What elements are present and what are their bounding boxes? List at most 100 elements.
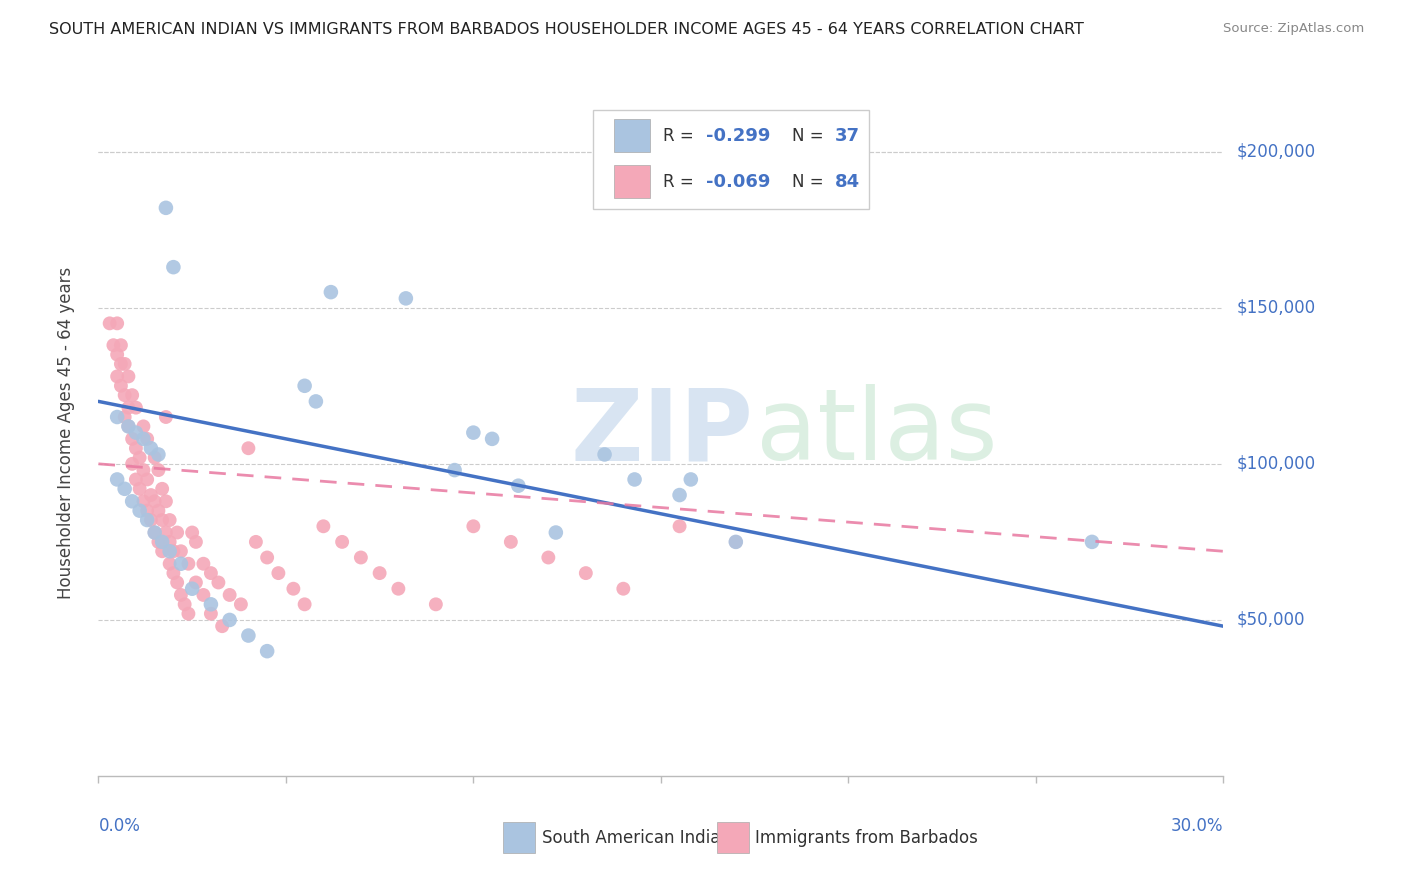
Point <box>159 544 181 558</box>
Point <box>132 432 155 446</box>
Point <box>166 525 188 540</box>
Point <box>121 457 143 471</box>
Point <box>150 513 173 527</box>
Point <box>143 525 166 540</box>
Point <box>114 388 136 402</box>
Point <box>150 544 173 558</box>
Point <box>114 482 136 496</box>
Point <box>148 534 170 549</box>
Point <box>184 575 207 590</box>
Point <box>150 482 173 496</box>
Text: -0.069: -0.069 <box>706 173 770 191</box>
Point <box>139 513 162 527</box>
Point <box>125 425 148 440</box>
Point <box>110 338 132 352</box>
Point <box>114 410 136 425</box>
Point <box>98 316 121 330</box>
Text: $150,000: $150,000 <box>1237 299 1316 317</box>
Point <box>117 419 139 434</box>
Point <box>117 369 139 384</box>
Point <box>143 450 166 465</box>
Point <box>162 260 184 275</box>
Text: SOUTH AMERICAN INDIAN VS IMMIGRANTS FROM BARBADOS HOUSEHOLDER INCOME AGES 45 - 6: SOUTH AMERICAN INDIAN VS IMMIGRANTS FROM… <box>49 22 1084 37</box>
FancyBboxPatch shape <box>593 110 869 210</box>
Point <box>668 488 690 502</box>
Point <box>387 582 409 596</box>
Point <box>125 401 148 415</box>
Point <box>425 598 447 612</box>
Point <box>155 525 177 540</box>
Point <box>368 566 391 581</box>
Point <box>148 503 170 517</box>
Point <box>155 201 177 215</box>
Point <box>330 534 353 549</box>
Point <box>181 582 204 596</box>
Text: N =: N = <box>793 127 830 145</box>
Point <box>305 394 328 409</box>
Point <box>166 575 188 590</box>
Point <box>114 357 136 371</box>
Point <box>173 598 195 612</box>
Text: 30.0%: 30.0% <box>1171 817 1223 835</box>
Point <box>177 557 200 571</box>
Point <box>125 442 148 455</box>
Point <box>136 472 159 486</box>
Point <box>668 519 690 533</box>
Point <box>575 566 598 581</box>
Point <box>593 447 616 462</box>
Point <box>136 503 159 517</box>
Point <box>623 472 645 486</box>
Point <box>724 534 747 549</box>
Point <box>159 513 181 527</box>
Point <box>207 575 229 590</box>
Point <box>121 494 143 508</box>
Point <box>132 494 155 508</box>
Point <box>105 316 128 330</box>
Point <box>463 425 485 440</box>
Point <box>200 607 222 621</box>
Point <box>105 369 128 384</box>
Point <box>612 582 634 596</box>
Point <box>267 566 290 581</box>
Text: R =: R = <box>664 127 699 145</box>
Point <box>177 607 200 621</box>
Text: South American Indians: South American Indians <box>541 829 740 847</box>
Point <box>544 525 567 540</box>
Point <box>155 410 177 425</box>
Point <box>181 525 204 540</box>
Y-axis label: Householder Income Ages 45 - 64 years: Householder Income Ages 45 - 64 years <box>56 267 75 599</box>
Point <box>256 644 278 658</box>
Point <box>229 598 252 612</box>
Point <box>537 550 560 565</box>
Point <box>170 544 193 558</box>
Point <box>103 338 125 352</box>
Point <box>170 557 193 571</box>
Text: $200,000: $200,000 <box>1237 143 1316 161</box>
Text: 37: 37 <box>835 127 860 145</box>
Text: 84: 84 <box>835 173 860 191</box>
Text: 0.0%: 0.0% <box>98 817 141 835</box>
Point <box>105 472 128 486</box>
Point <box>200 566 222 581</box>
Point <box>238 628 260 642</box>
Point <box>128 503 150 517</box>
Bar <box>613 165 650 198</box>
Point <box>155 494 177 508</box>
Point <box>200 598 222 612</box>
Point <box>211 619 233 633</box>
Point <box>139 442 162 455</box>
Point <box>184 534 207 549</box>
Point <box>162 544 184 558</box>
Point <box>283 582 305 596</box>
Point <box>443 463 465 477</box>
Point <box>724 534 747 549</box>
Point <box>121 388 143 402</box>
Point <box>170 588 193 602</box>
Point <box>105 347 128 362</box>
Point <box>159 534 181 549</box>
Point <box>294 598 316 612</box>
Text: atlas: atlas <box>756 384 998 481</box>
Point <box>159 557 181 571</box>
Point <box>136 513 159 527</box>
Point <box>1081 534 1104 549</box>
